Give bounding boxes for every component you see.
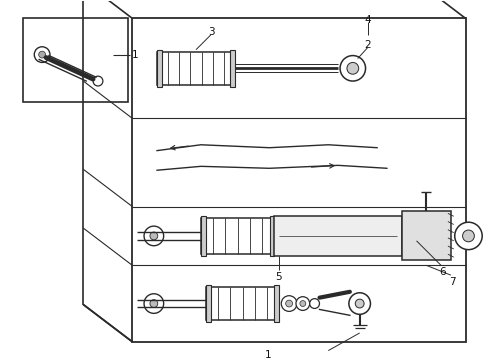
Bar	[132, 18, 466, 342]
Bar	[270, 216, 274, 256]
Circle shape	[34, 47, 50, 62]
Text: 3: 3	[208, 27, 215, 37]
Bar	[201, 216, 206, 256]
Circle shape	[296, 297, 310, 310]
Circle shape	[300, 301, 306, 306]
Bar	[157, 50, 162, 87]
Circle shape	[463, 230, 474, 242]
Circle shape	[455, 222, 482, 249]
Text: 1: 1	[132, 50, 139, 60]
Circle shape	[347, 62, 359, 74]
Bar	[157, 52, 235, 85]
Bar	[206, 285, 211, 322]
Circle shape	[150, 300, 158, 307]
Bar	[23, 18, 128, 102]
Text: 6: 6	[439, 267, 446, 277]
Text: 7: 7	[449, 277, 456, 287]
Bar	[206, 287, 279, 320]
Circle shape	[150, 232, 158, 240]
Circle shape	[281, 296, 297, 311]
Bar	[230, 50, 235, 87]
Circle shape	[93, 76, 103, 86]
Bar	[274, 216, 402, 256]
Circle shape	[349, 293, 370, 314]
Circle shape	[340, 55, 366, 81]
Circle shape	[355, 299, 364, 308]
Text: 4: 4	[365, 15, 371, 25]
Bar	[274, 285, 279, 322]
Text: 2: 2	[365, 40, 371, 50]
Text: 1: 1	[265, 350, 271, 360]
Bar	[402, 211, 451, 260]
Circle shape	[39, 51, 46, 58]
Circle shape	[286, 300, 293, 307]
Circle shape	[144, 226, 164, 246]
Text: 5: 5	[275, 272, 282, 282]
Circle shape	[144, 294, 164, 313]
Circle shape	[310, 299, 319, 309]
Bar	[201, 218, 274, 253]
